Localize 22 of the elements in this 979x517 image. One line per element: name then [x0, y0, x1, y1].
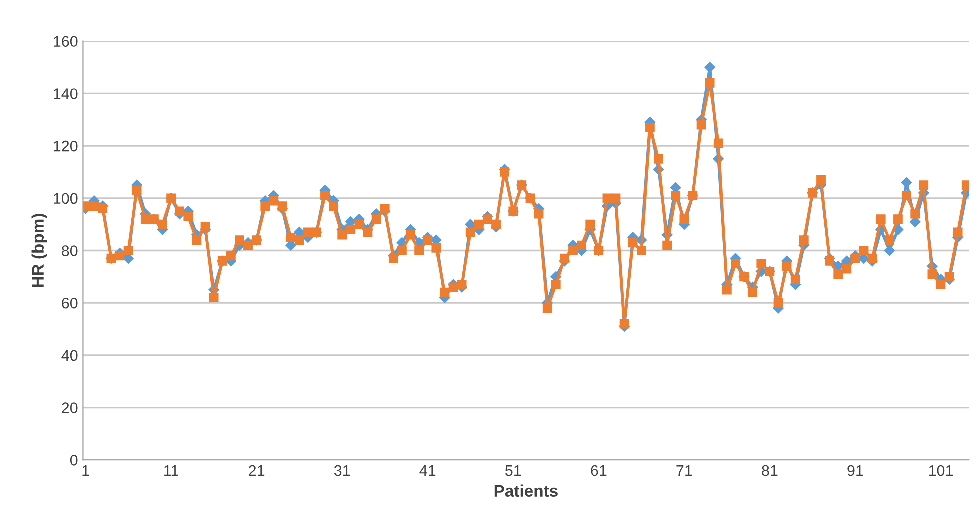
x-tick-label: 41	[420, 466, 436, 476]
y-tick-label: 120	[54, 140, 78, 152]
x-tick-label: 51	[506, 466, 522, 476]
x-tick-label: 1	[82, 466, 90, 476]
x-tick-label: 61	[591, 465, 607, 476]
x-tick-label: 91	[848, 465, 864, 476]
y-tick-label: 160	[54, 36, 78, 48]
y-tick-label: 40	[62, 350, 78, 362]
y-tick-label: 60	[62, 298, 78, 309]
x-axis-title: Patients	[494, 484, 558, 498]
x-tick-label: 81	[762, 465, 778, 476]
y-tick-label: 80	[62, 246, 78, 256]
y-tick-label: 20	[62, 402, 78, 414]
y-tick-label: 140	[54, 88, 78, 100]
y-tick-label: 100	[54, 193, 78, 204]
x-tick-label: 71	[676, 466, 692, 476]
x-tick-label: 21	[249, 465, 265, 476]
y-axis-title: HR (bpm)	[32, 214, 48, 288]
y-tick-label: 0	[70, 455, 78, 466]
x-tick-label: 11	[164, 466, 178, 476]
x-tick-label: 31	[334, 465, 350, 476]
x-tick-label: 101	[929, 465, 953, 476]
